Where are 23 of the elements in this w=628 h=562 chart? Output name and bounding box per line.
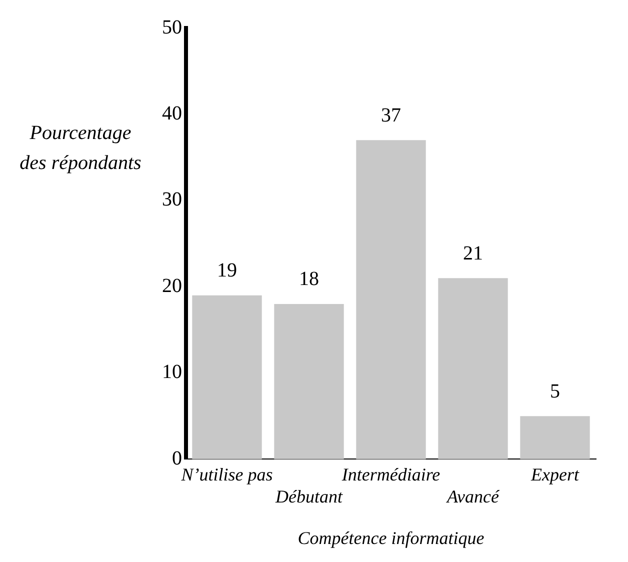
y-tick-label: 50 — [162, 16, 182, 38]
bar — [356, 140, 426, 460]
y-tick-label: 20 — [162, 274, 182, 297]
x-axis-title: Compétence informatique — [298, 528, 484, 548]
x-tick-label: Expert — [530, 464, 580, 485]
data-label: 21 — [463, 242, 483, 264]
y-tick-label: 40 — [162, 102, 182, 124]
bar — [520, 416, 590, 460]
data-label: 5 — [550, 380, 560, 402]
y-tick-label: 30 — [162, 188, 182, 211]
x-tick-label: Avancé — [446, 486, 500, 506]
y-axis-title: Pourcentage des répondants — [18, 121, 142, 176]
bar — [192, 295, 262, 460]
data-label: 18 — [299, 268, 319, 290]
y-tick-label: 10 — [162, 361, 182, 384]
x-tick-label: Débutant — [274, 486, 344, 506]
y-tick-label: 0 — [172, 447, 182, 470]
x-tick-label: N’utilise pas — [180, 464, 273, 485]
x-tick-label: Intermédiaire — [340, 464, 440, 485]
bar — [438, 278, 508, 460]
data-label: 37 — [381, 104, 401, 126]
bar — [274, 304, 344, 460]
data-label: 19 — [217, 260, 237, 282]
